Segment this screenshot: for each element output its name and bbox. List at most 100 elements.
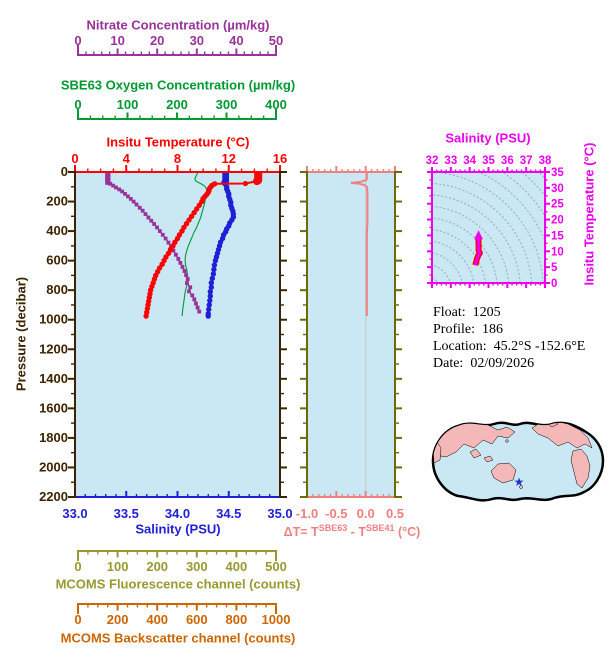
delta-t-panel-axes: -1.0 -0.5 0.0 0.5 — [296, 166, 404, 521]
tick-label: 33.5 — [114, 506, 139, 521]
tick-label: 400 — [146, 612, 168, 627]
oxygen-profile-curve — [181, 172, 208, 317]
fluorescence-axis-title: MCOMS Fluorescence channel (counts) — [55, 576, 301, 592]
tick-label: 36 — [501, 155, 514, 167]
backscatter-scale-ruler: 0 200 400 600 800 1000 — [74, 603, 291, 627]
map-continents — [433, 422, 593, 489]
tick-label: 300 — [216, 97, 238, 112]
tick-label: 200 — [146, 559, 168, 574]
tick-label: 37 — [520, 155, 533, 167]
tick-label: 35 — [482, 155, 495, 167]
tick-label: 0 — [74, 612, 81, 627]
tick-label: 500 — [265, 559, 287, 574]
ts-track-arrowhead — [474, 230, 484, 240]
tick-label: 100 — [117, 97, 139, 112]
tick-label: 33 — [444, 155, 457, 167]
oxygen-axis-title: SBE63 Oxygen Concentration (µm/kg) — [60, 77, 296, 93]
float-info-row: Location: 45.2°S -152.6°E — [433, 339, 586, 354]
nitrate-axis-title: Nitrate Concentration (µm/kg) — [86, 17, 270, 33]
tick-label: 5 — [551, 262, 558, 274]
tick-label: 0 — [74, 97, 81, 112]
tick-label: 25 — [551, 199, 564, 211]
nitrate-scale-ruler: 0 10 20 30 40 50 — [74, 33, 283, 56]
tick-label: 800 — [46, 282, 68, 297]
float-info-row: Date: 02/09/2026 — [433, 356, 535, 371]
tick-label: 800 — [226, 612, 248, 627]
float-info-row: Profile: 186 — [433, 322, 503, 337]
float-info-row: Float: 1205 — [433, 305, 501, 320]
tick-label: 100 — [107, 559, 129, 574]
tick-label: 38 — [539, 155, 552, 167]
tick-label: 12 — [222, 151, 236, 166]
tick-label: 20 — [150, 33, 164, 48]
tick-label: 1200 — [39, 341, 68, 356]
delta-t-curve — [350, 172, 369, 316]
tick-label: -1.0 — [296, 506, 318, 521]
tick-label: 600 — [46, 253, 68, 268]
tick-label: 2200 — [39, 489, 68, 504]
tick-label: 0 — [74, 559, 81, 574]
plot-backgrounds — [75, 172, 545, 497]
tick-label: 1400 — [39, 371, 68, 386]
ts-track-magenta — [473, 238, 482, 266]
tick-label: 2000 — [39, 459, 68, 474]
tick-label: 34 — [463, 155, 476, 167]
delta-t-label-prefix: ΔT= T — [283, 525, 319, 540]
tick-label: 15 — [551, 230, 564, 242]
tick-label: 40 — [229, 33, 243, 48]
tick-label: 200 — [46, 194, 68, 209]
tick-label: 10 — [551, 246, 564, 258]
tick-label: 34.5 — [216, 506, 241, 521]
main-plot-axes: 0 4 8 12 16 33.0 33.5 34.0 34.5 35.0 0 200 400 600 800… — [39, 151, 293, 521]
tick-label: 35 — [551, 167, 564, 179]
float-info-block: Float: 1205 Profile: 186 Location: 45.2°S -… — [433, 304, 585, 372]
tick-label: 30 — [551, 183, 564, 195]
tick-label: 30 — [190, 33, 204, 48]
tick-label: 4 — [123, 151, 131, 166]
oxygen-scale-ruler: 0 100 200 300 400 — [74, 97, 287, 120]
tick-label: 20 — [551, 215, 564, 227]
tick-label: 1000 — [39, 312, 68, 327]
ts-salinity-axis-title: Salinity (PSU) — [445, 130, 531, 146]
tick-label: 0 — [551, 278, 557, 290]
tick-label: 16 — [273, 151, 287, 166]
tick-label: 600 — [186, 612, 208, 627]
temperature-axis-title: Insitu Temperature (°C) — [106, 134, 250, 150]
delta-t-axis-title: ΔT= TSBE63 - TSBE41 (°C) — [284, 523, 421, 539]
delta-t-label-mid: - T — [347, 525, 366, 540]
tick-label: 50 — [269, 33, 283, 48]
delta-t-label-suffix: (°C) — [394, 525, 421, 540]
tick-label: 200 — [166, 97, 188, 112]
delta-t-label-sup1: SBE63 — [318, 522, 348, 533]
tick-label: 32 — [426, 155, 439, 167]
tick-label: 8 — [174, 151, 181, 166]
ts-panel-axes: 32 33 34 35 36 37 38 0 5 10 15 20 25 30 35 — [426, 155, 565, 290]
tick-label: 35.0 — [267, 506, 292, 521]
tick-label: 1000 — [262, 612, 291, 627]
tick-label: -0.5 — [325, 506, 347, 521]
tick-label: 300 — [186, 559, 208, 574]
tick-label: 200 — [107, 612, 129, 627]
tick-label: 10 — [110, 33, 124, 48]
tick-label: 33.0 — [62, 506, 87, 521]
profile-curves — [105, 172, 263, 319]
tick-label: 400 — [226, 559, 248, 574]
ts-track — [472, 230, 484, 268]
tick-label: 1600 — [39, 400, 68, 415]
fluorescence-scale-ruler: 0 100 200 300 400 500 — [74, 550, 287, 574]
tick-label: 400 — [46, 223, 68, 238]
tick-label: 1800 — [39, 430, 68, 445]
tick-label: 0 — [74, 33, 81, 48]
delta-t-label-sup2: SBE41 — [365, 522, 395, 533]
tick-label: 0 — [61, 164, 68, 179]
tick-label: 0.0 — [357, 506, 375, 521]
backscatter-axis-title: MCOMS Backscatter channel (counts) — [60, 630, 296, 646]
tick-label: 0.5 — [386, 506, 404, 521]
tick-label: 34.0 — [165, 506, 190, 521]
world-map: ★ — [431, 421, 605, 502]
salinity-axis-title: Salinity (PSU) — [135, 521, 221, 537]
float-location-star: ★ — [514, 475, 525, 489]
ts-temperature-axis-title: Insitu Temperature (°C) — [581, 142, 597, 286]
